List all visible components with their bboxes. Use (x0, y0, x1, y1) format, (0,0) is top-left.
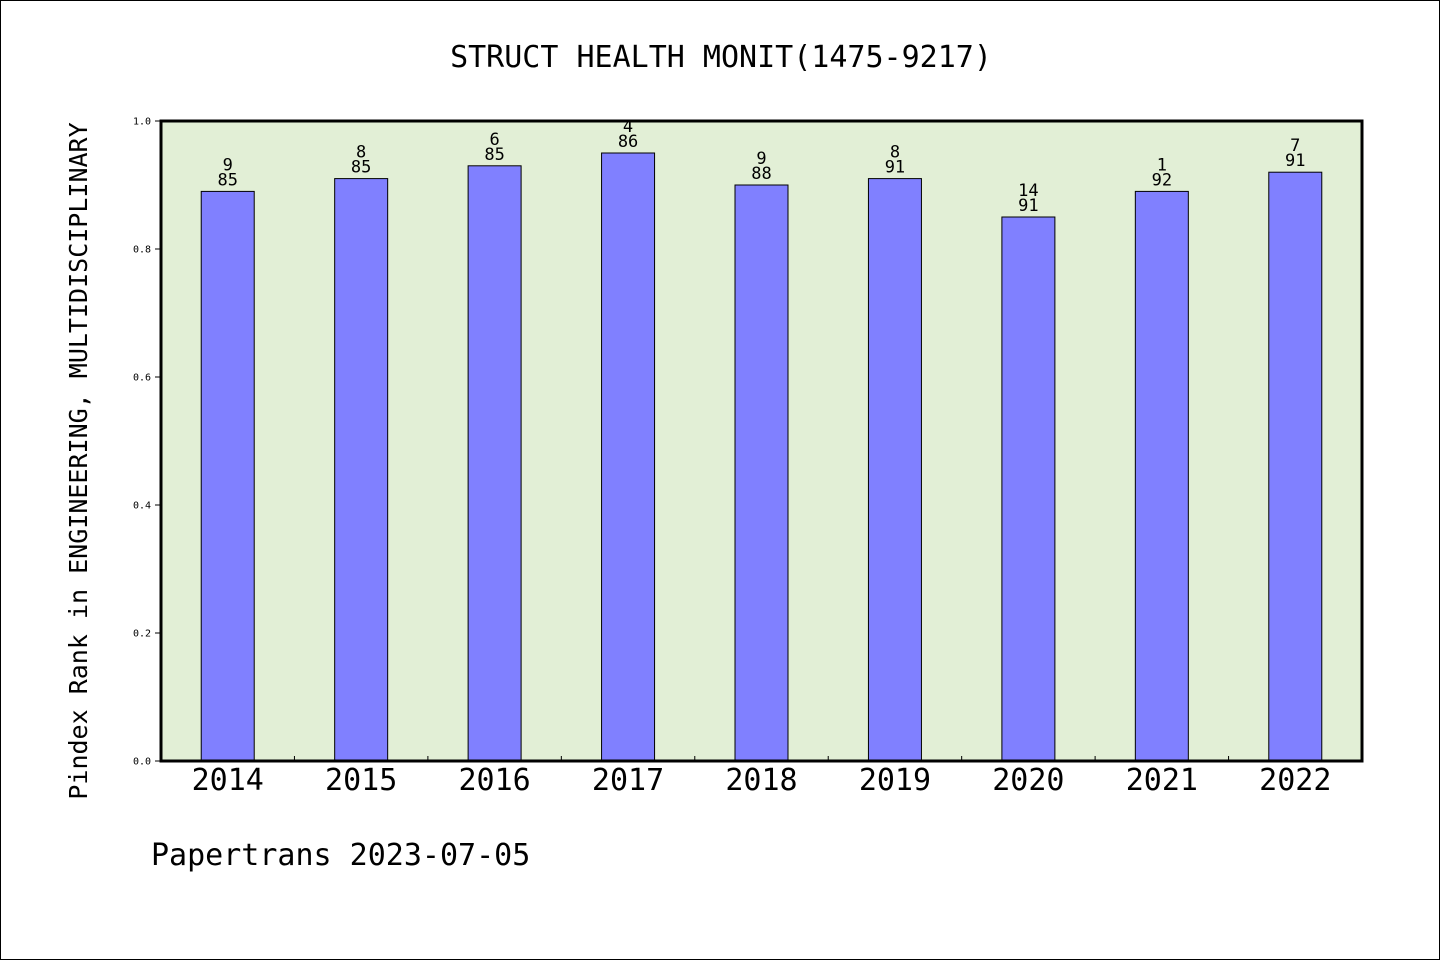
x-tick-label-2016: 2016 (458, 763, 530, 798)
bar-label-top-2020: 14 (1018, 181, 1038, 201)
bar-2018 (734, 184, 789, 762)
footer-source-date: Papertrans 2023-07-05 (151, 838, 530, 873)
y-tick-label: 0.2 (133, 629, 151, 640)
bar-label-bottom-2021: 92 (1152, 170, 1172, 190)
x-tick-label-2019: 2019 (859, 763, 931, 798)
x-tick-label-2020: 2020 (992, 763, 1064, 798)
bar-2020 (1001, 216, 1056, 762)
bar-label-top-2021: 1 (1157, 155, 1167, 175)
y-axis: 0.0 0.2 0.4 0.6 0.8 1.0 (133, 117, 161, 768)
x-axis: 2014 2015 2016 2017 2018 2019 2020 2021 2022 (192, 756, 1331, 798)
bar-label-bottom-2018: 88 (751, 164, 771, 184)
bar-label-top-2014: 9 (223, 155, 233, 175)
bar-2016 (467, 165, 522, 762)
bar-label-bottom-2015: 85 (351, 158, 371, 178)
bar-label-top-2022: 7 (1290, 136, 1300, 156)
y-tick-label: 0.8 (133, 245, 151, 256)
bar-label-top-2017: 4 (623, 117, 633, 137)
x-tick-label-2018: 2018 (725, 763, 797, 798)
bars-layer (200, 152, 1323, 762)
bar-2014 (200, 190, 255, 762)
chart-title: STRUCT HEALTH MONIT(1475-9217) (450, 40, 992, 75)
x-tick-label-2015: 2015 (325, 763, 397, 798)
bar-2022 (1268, 171, 1323, 762)
x-tick-label-2014: 2014 (192, 763, 264, 798)
bar-label-bottom-2020: 91 (1018, 196, 1038, 216)
bar-label-top-2018: 9 (756, 149, 766, 169)
y-tick-label: 0.6 (133, 373, 151, 384)
y-tick-label: 0.4 (133, 501, 151, 512)
bar-label-top-2015: 8 (356, 143, 366, 163)
bar-2017 (601, 152, 656, 762)
bar-label-bottom-2022: 91 (1285, 151, 1305, 171)
bar-label-bottom-2017: 86 (618, 132, 638, 152)
bar-label-bottom-2019: 91 (885, 158, 905, 178)
bar-2019 (867, 178, 922, 762)
bar-2021 (1134, 190, 1189, 762)
y-tick-label: 0.0 (133, 757, 151, 768)
y-tick-label: 1.0 (133, 117, 151, 128)
bar-label-top-2016: 6 (489, 130, 499, 150)
bar-label-bottom-2016: 85 (484, 145, 504, 165)
x-tick-label-2022: 2022 (1259, 763, 1331, 798)
bar-label-bottom-2014: 85 (217, 170, 237, 190)
bar-label-top-2019: 8 (890, 143, 900, 163)
bar-2015 (334, 178, 389, 762)
plot-border (159, 119, 1364, 763)
x-tick-label-2021: 2021 (1126, 763, 1198, 798)
x-tick-label-2017: 2017 (592, 763, 664, 798)
y-axis-label: Pindex Rank in ENGINEERING, MULTIDISCIPL… (64, 122, 93, 799)
